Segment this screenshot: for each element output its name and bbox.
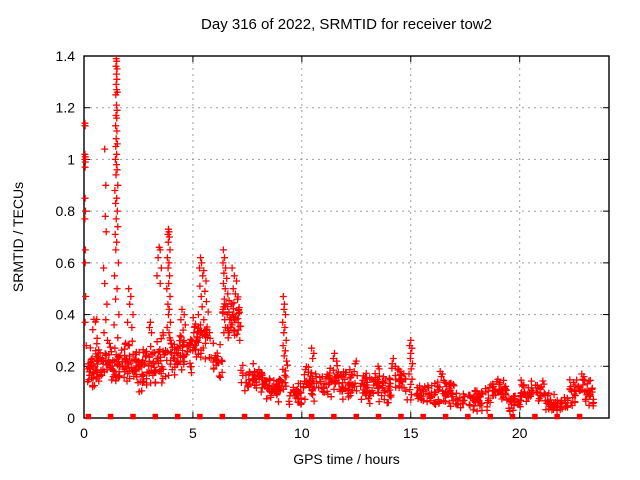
x-tick-label: 20 bbox=[512, 425, 528, 441]
zero-marker-square bbox=[554, 413, 560, 420]
y-tick-label: 0 bbox=[67, 410, 75, 426]
zero-marker-square bbox=[398, 413, 404, 420]
plot-border bbox=[83, 55, 610, 419]
zero-marker-square bbox=[331, 413, 337, 420]
zero-marker-square bbox=[420, 413, 426, 420]
scatter-points-srmtid bbox=[81, 55, 598, 415]
zero-marker-square bbox=[174, 413, 181, 420]
y-tick-label: 0.8 bbox=[56, 203, 76, 219]
zero-marker-square bbox=[465, 413, 471, 420]
zero-marker-square bbox=[107, 413, 114, 420]
chart-title: Day 316 of 2022, SRMTID for receiver tow… bbox=[201, 16, 492, 33]
zero-marker-square bbox=[241, 413, 248, 420]
zero-marker-square bbox=[487, 413, 494, 420]
x-tick-label: 5 bbox=[189, 425, 197, 441]
y-tick-label: 1 bbox=[67, 151, 75, 167]
zero-marker-square bbox=[219, 413, 226, 420]
x-tick-label: 10 bbox=[294, 425, 310, 441]
zero-marker-square bbox=[509, 413, 516, 420]
zero-marker-square bbox=[442, 413, 449, 420]
zero-marker-square bbox=[308, 413, 315, 420]
zero-marker-square bbox=[85, 413, 92, 420]
y-tick-label: 1.4 bbox=[56, 48, 76, 64]
x-tick-label: 15 bbox=[403, 425, 419, 441]
x-axis-label: GPS time / hours bbox=[293, 451, 400, 467]
y-tick-label: 0.4 bbox=[56, 307, 76, 323]
x-tick-label: 0 bbox=[80, 425, 88, 441]
y-tick-label: 0.2 bbox=[56, 358, 76, 374]
zero-marker-square bbox=[264, 413, 270, 420]
y-tick-label: 0.6 bbox=[56, 255, 76, 271]
zero-marker-square bbox=[532, 413, 538, 420]
zero-marker-square bbox=[152, 413, 158, 420]
zero-marker-square bbox=[353, 413, 360, 420]
zero-marker-square bbox=[576, 413, 583, 420]
zero-marker-square bbox=[130, 413, 136, 420]
y-tick-label: 1.2 bbox=[56, 100, 76, 116]
zero-marker-square bbox=[197, 413, 203, 420]
zero-marker-square bbox=[286, 413, 292, 420]
zero-marker-square bbox=[375, 413, 382, 420]
